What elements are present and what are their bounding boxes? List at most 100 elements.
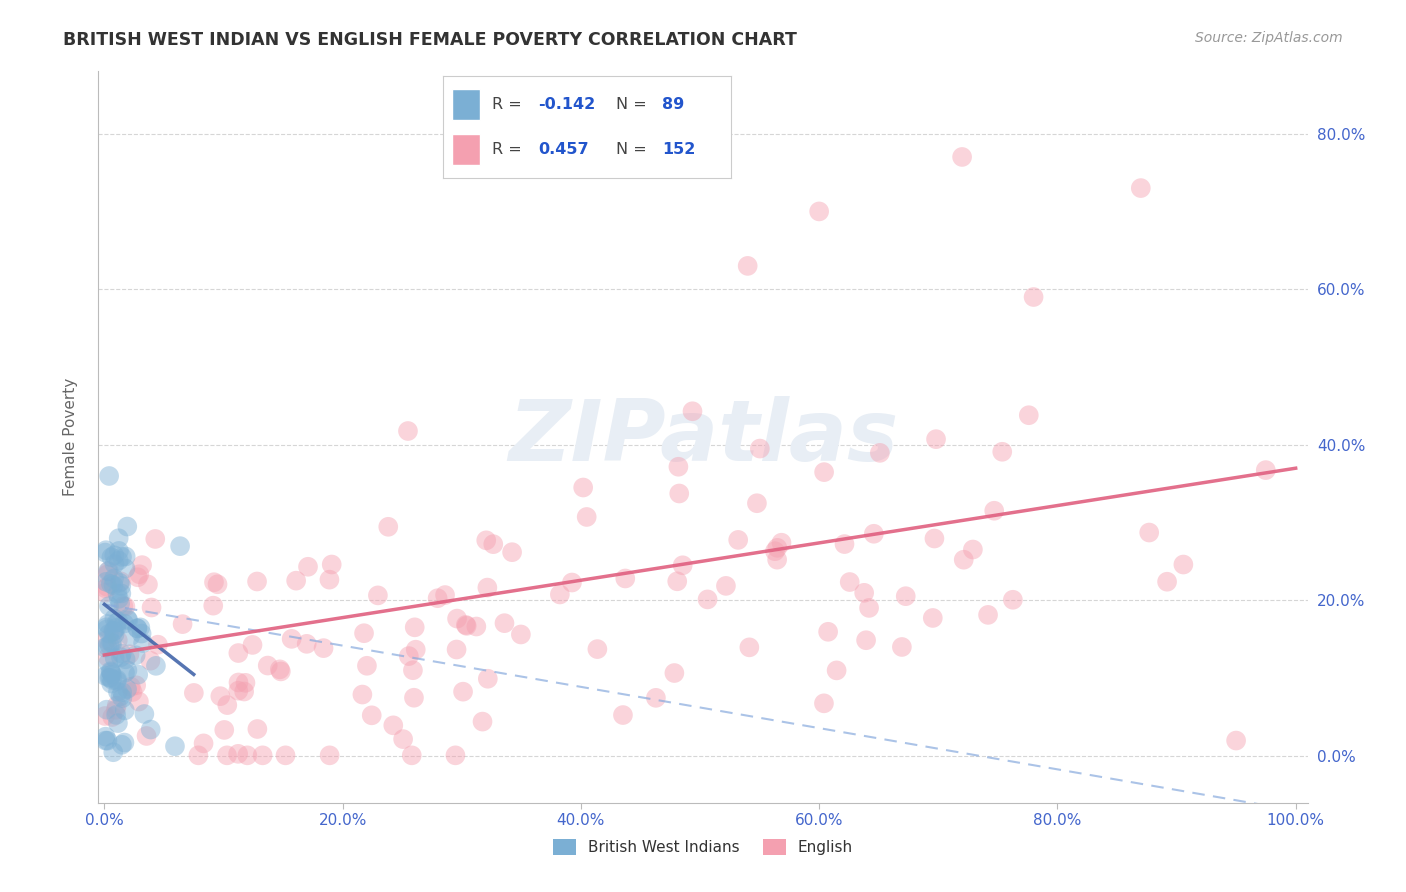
Point [586, 642, 609, 657]
Point [94, 582, 117, 596]
Bar [451, 135, 481, 165]
Point [107, 615, 129, 629]
Point [202, 599, 225, 613]
Point [114, 652, 136, 666]
Point [98, 469, 121, 483]
Point [96, 567, 118, 582]
Point [1137, 525, 1160, 540]
Point [103, 624, 125, 638]
Point [131, 626, 153, 640]
Point [727, 533, 749, 547]
Point [318, 573, 340, 587]
Point [471, 714, 494, 729]
Point [256, 658, 278, 673]
Point [183, 686, 205, 700]
Point [98, 626, 121, 640]
Point [107, 586, 129, 600]
Point [96, 620, 118, 634]
Point [110, 586, 132, 600]
Y-axis label: Female Poverty: Female Poverty [63, 378, 77, 496]
Point [110, 579, 132, 593]
Point [748, 442, 770, 456]
Point [96, 633, 118, 648]
Point [131, 558, 153, 573]
Point [103, 572, 125, 586]
Point [127, 570, 149, 584]
Point [134, 706, 156, 721]
Point [101, 667, 124, 681]
Point [1156, 574, 1178, 589]
Point [105, 673, 128, 688]
Point [141, 600, 163, 615]
Point [103, 549, 125, 563]
Point [111, 685, 134, 699]
Point [1173, 558, 1195, 572]
Point [482, 537, 505, 551]
Point [454, 618, 477, 632]
Point [127, 667, 149, 681]
Point [94, 709, 117, 723]
Point [297, 559, 319, 574]
Point [105, 673, 128, 687]
Point [94, 586, 117, 600]
Point [377, 520, 399, 534]
Point [246, 574, 269, 589]
Point [128, 695, 150, 709]
Point [575, 510, 598, 524]
Point [94, 733, 117, 747]
Point [398, 649, 420, 664]
Point [127, 622, 149, 636]
Point [111, 738, 134, 752]
Point [367, 588, 389, 602]
Point [246, 722, 269, 736]
Point [404, 620, 426, 634]
Point [1129, 181, 1152, 195]
Point [207, 577, 229, 591]
Point [107, 716, 129, 731]
Text: ZIPatlas: ZIPatlas [508, 395, 898, 479]
Point [98, 638, 121, 652]
Point [228, 675, 250, 690]
Point [402, 663, 425, 677]
Point [924, 532, 946, 546]
Point [108, 575, 131, 590]
Point [103, 745, 125, 759]
Point [233, 684, 256, 698]
Point [103, 627, 125, 641]
Point [226, 747, 249, 761]
Bar [451, 89, 481, 120]
Point [108, 544, 131, 558]
Point [127, 621, 149, 635]
Point [117, 612, 139, 626]
Point [110, 574, 132, 589]
Point [104, 703, 127, 717]
Text: R =: R = [492, 142, 527, 157]
Point [1225, 733, 1247, 747]
Point [114, 549, 136, 564]
Point [97, 650, 120, 665]
Point [98, 671, 121, 685]
Point [128, 567, 150, 582]
Point [202, 575, 225, 590]
Point [105, 708, 128, 723]
Point [312, 641, 335, 656]
Point [668, 459, 690, 474]
Point [105, 621, 128, 635]
Point [737, 259, 759, 273]
Point [392, 732, 415, 747]
Point [360, 708, 382, 723]
Point [146, 638, 169, 652]
Point [977, 607, 1000, 622]
Point [97, 565, 120, 579]
Point [285, 574, 308, 588]
Point [817, 624, 839, 639]
Point [451, 684, 474, 698]
Point [139, 723, 162, 737]
Point [242, 638, 264, 652]
Point [477, 581, 499, 595]
Point [187, 748, 209, 763]
Point [107, 685, 129, 699]
Point [193, 736, 215, 750]
Point [111, 647, 134, 661]
Point [136, 577, 159, 591]
